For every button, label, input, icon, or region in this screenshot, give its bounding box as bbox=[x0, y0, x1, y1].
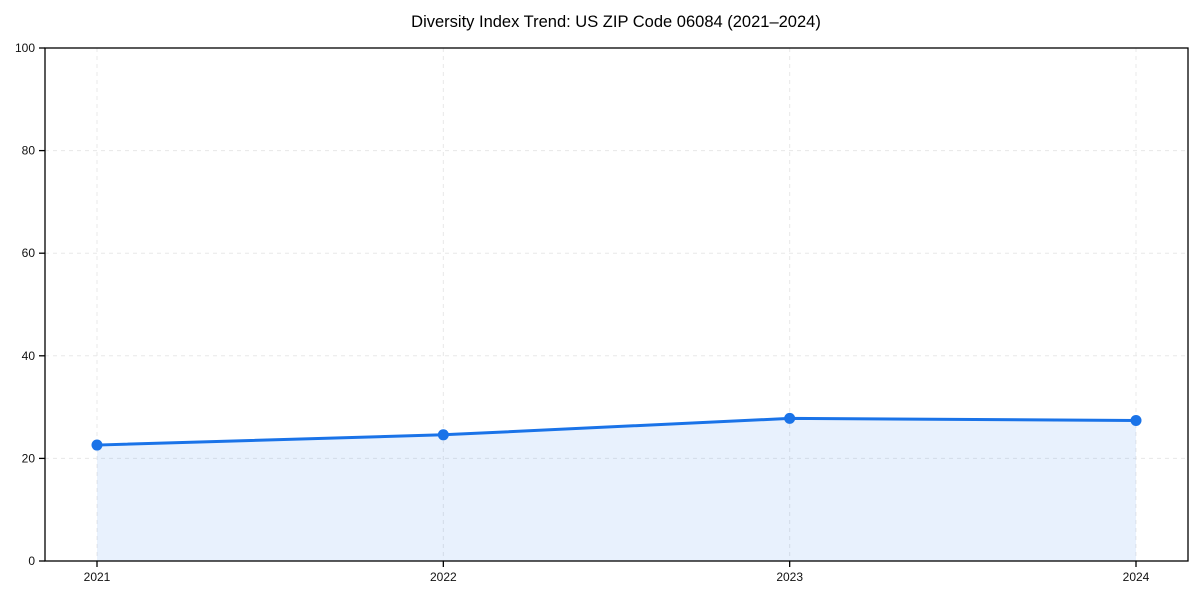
data-point-marker bbox=[784, 412, 796, 424]
x-tick-label: 2023 bbox=[776, 570, 803, 584]
y-tick-label: 100 bbox=[15, 41, 35, 55]
y-tick-label: 0 bbox=[28, 554, 35, 568]
data-point-marker bbox=[91, 439, 103, 451]
x-tick-label: 2022 bbox=[430, 570, 457, 584]
chart-title: Diversity Index Trend: US ZIP Code 06084… bbox=[411, 13, 821, 31]
y-tick-label: 80 bbox=[22, 144, 36, 158]
data-point-marker bbox=[437, 429, 449, 441]
x-tick-label: 2021 bbox=[84, 570, 111, 584]
y-tick-label: 60 bbox=[22, 246, 36, 260]
series-area-fill bbox=[97, 418, 1136, 561]
y-tick-label: 20 bbox=[22, 451, 36, 465]
data-point-marker bbox=[1130, 414, 1142, 426]
series-line bbox=[95, 416, 1138, 447]
plot-border bbox=[44, 47, 1189, 562]
y-tick-label: 40 bbox=[22, 349, 36, 363]
x-tick-label: 2024 bbox=[1123, 570, 1150, 584]
